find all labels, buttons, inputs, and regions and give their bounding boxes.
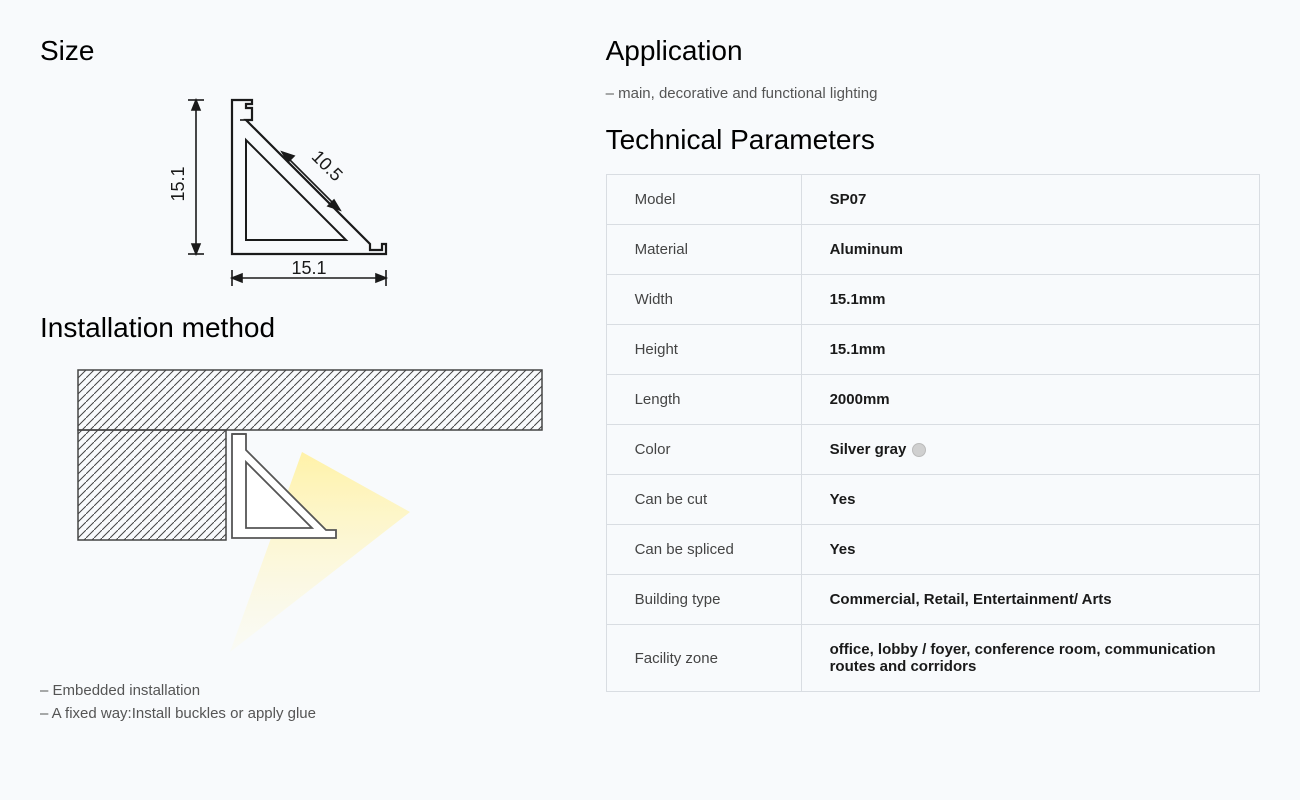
dim-horizontal-label: 15.1 xyxy=(291,258,326,278)
left-column: Size xyxy=(40,35,556,728)
spec-label: Can be cut xyxy=(606,475,801,525)
install-note-1: – Embedded installation xyxy=(40,682,556,699)
dim-diagonal-label: 10.5 xyxy=(308,146,347,185)
size-heading: Size xyxy=(40,35,556,67)
table-row: Height15.1mm xyxy=(606,325,1259,375)
spec-value: Aluminum xyxy=(801,225,1259,275)
application-note: – main, decorative and functional lighti… xyxy=(606,85,1260,102)
spec-value: SP07 xyxy=(801,175,1259,225)
spec-value: 2000mm xyxy=(801,375,1259,425)
color-swatch xyxy=(912,443,926,457)
spec-label: Length xyxy=(606,375,801,425)
spec-value: Commercial, Retail, Entertainment/ Arts xyxy=(801,575,1259,625)
spec-label: Width xyxy=(606,275,801,325)
installation-diagram xyxy=(70,362,550,662)
spec-value: Silver gray xyxy=(801,425,1259,475)
table-row: ColorSilver gray xyxy=(606,425,1259,475)
dim-vertical-label: 15.1 xyxy=(168,166,188,201)
installation-heading: Installation method xyxy=(40,312,556,344)
table-row: Building typeCommercial, Retail, Enterta… xyxy=(606,575,1259,625)
spec-label: Can be spliced xyxy=(606,525,801,575)
spec-label: Height xyxy=(606,325,801,375)
spec-label: Facility zone xyxy=(606,625,801,692)
table-row: Length2000mm xyxy=(606,375,1259,425)
table-row: Width15.1mm xyxy=(606,275,1259,325)
table-row: Facility zoneoffice, lobby / foyer, conf… xyxy=(606,625,1259,692)
spec-value: Yes xyxy=(801,475,1259,525)
right-column: Application – main, decorative and funct… xyxy=(606,35,1260,728)
application-heading: Application xyxy=(606,35,1260,67)
spec-value: Yes xyxy=(801,525,1259,575)
spec-value: 15.1mm xyxy=(801,275,1259,325)
table-row: ModelSP07 xyxy=(606,175,1259,225)
table-row: MaterialAluminum xyxy=(606,225,1259,275)
technical-heading: Technical Parameters xyxy=(606,124,1260,156)
spec-label: Model xyxy=(606,175,801,225)
install-note-2: – A fixed way:Install buckles or apply g… xyxy=(40,705,556,722)
spec-label: Color xyxy=(606,425,801,475)
table-row: Can be splicedYes xyxy=(606,525,1259,575)
spec-value: office, lobby / foyer, conference room, … xyxy=(801,625,1259,692)
size-diagram: 15.1 15.1 10.5 xyxy=(160,92,395,287)
spec-label: Building type xyxy=(606,575,801,625)
spec-table-body: ModelSP07MaterialAluminumWidth15.1mmHeig… xyxy=(606,175,1259,692)
spec-label: Material xyxy=(606,225,801,275)
table-row: Can be cutYes xyxy=(606,475,1259,525)
spec-value: 15.1mm xyxy=(801,325,1259,375)
page-container: Size xyxy=(40,35,1260,728)
spec-table: ModelSP07MaterialAluminumWidth15.1mmHeig… xyxy=(606,174,1260,692)
